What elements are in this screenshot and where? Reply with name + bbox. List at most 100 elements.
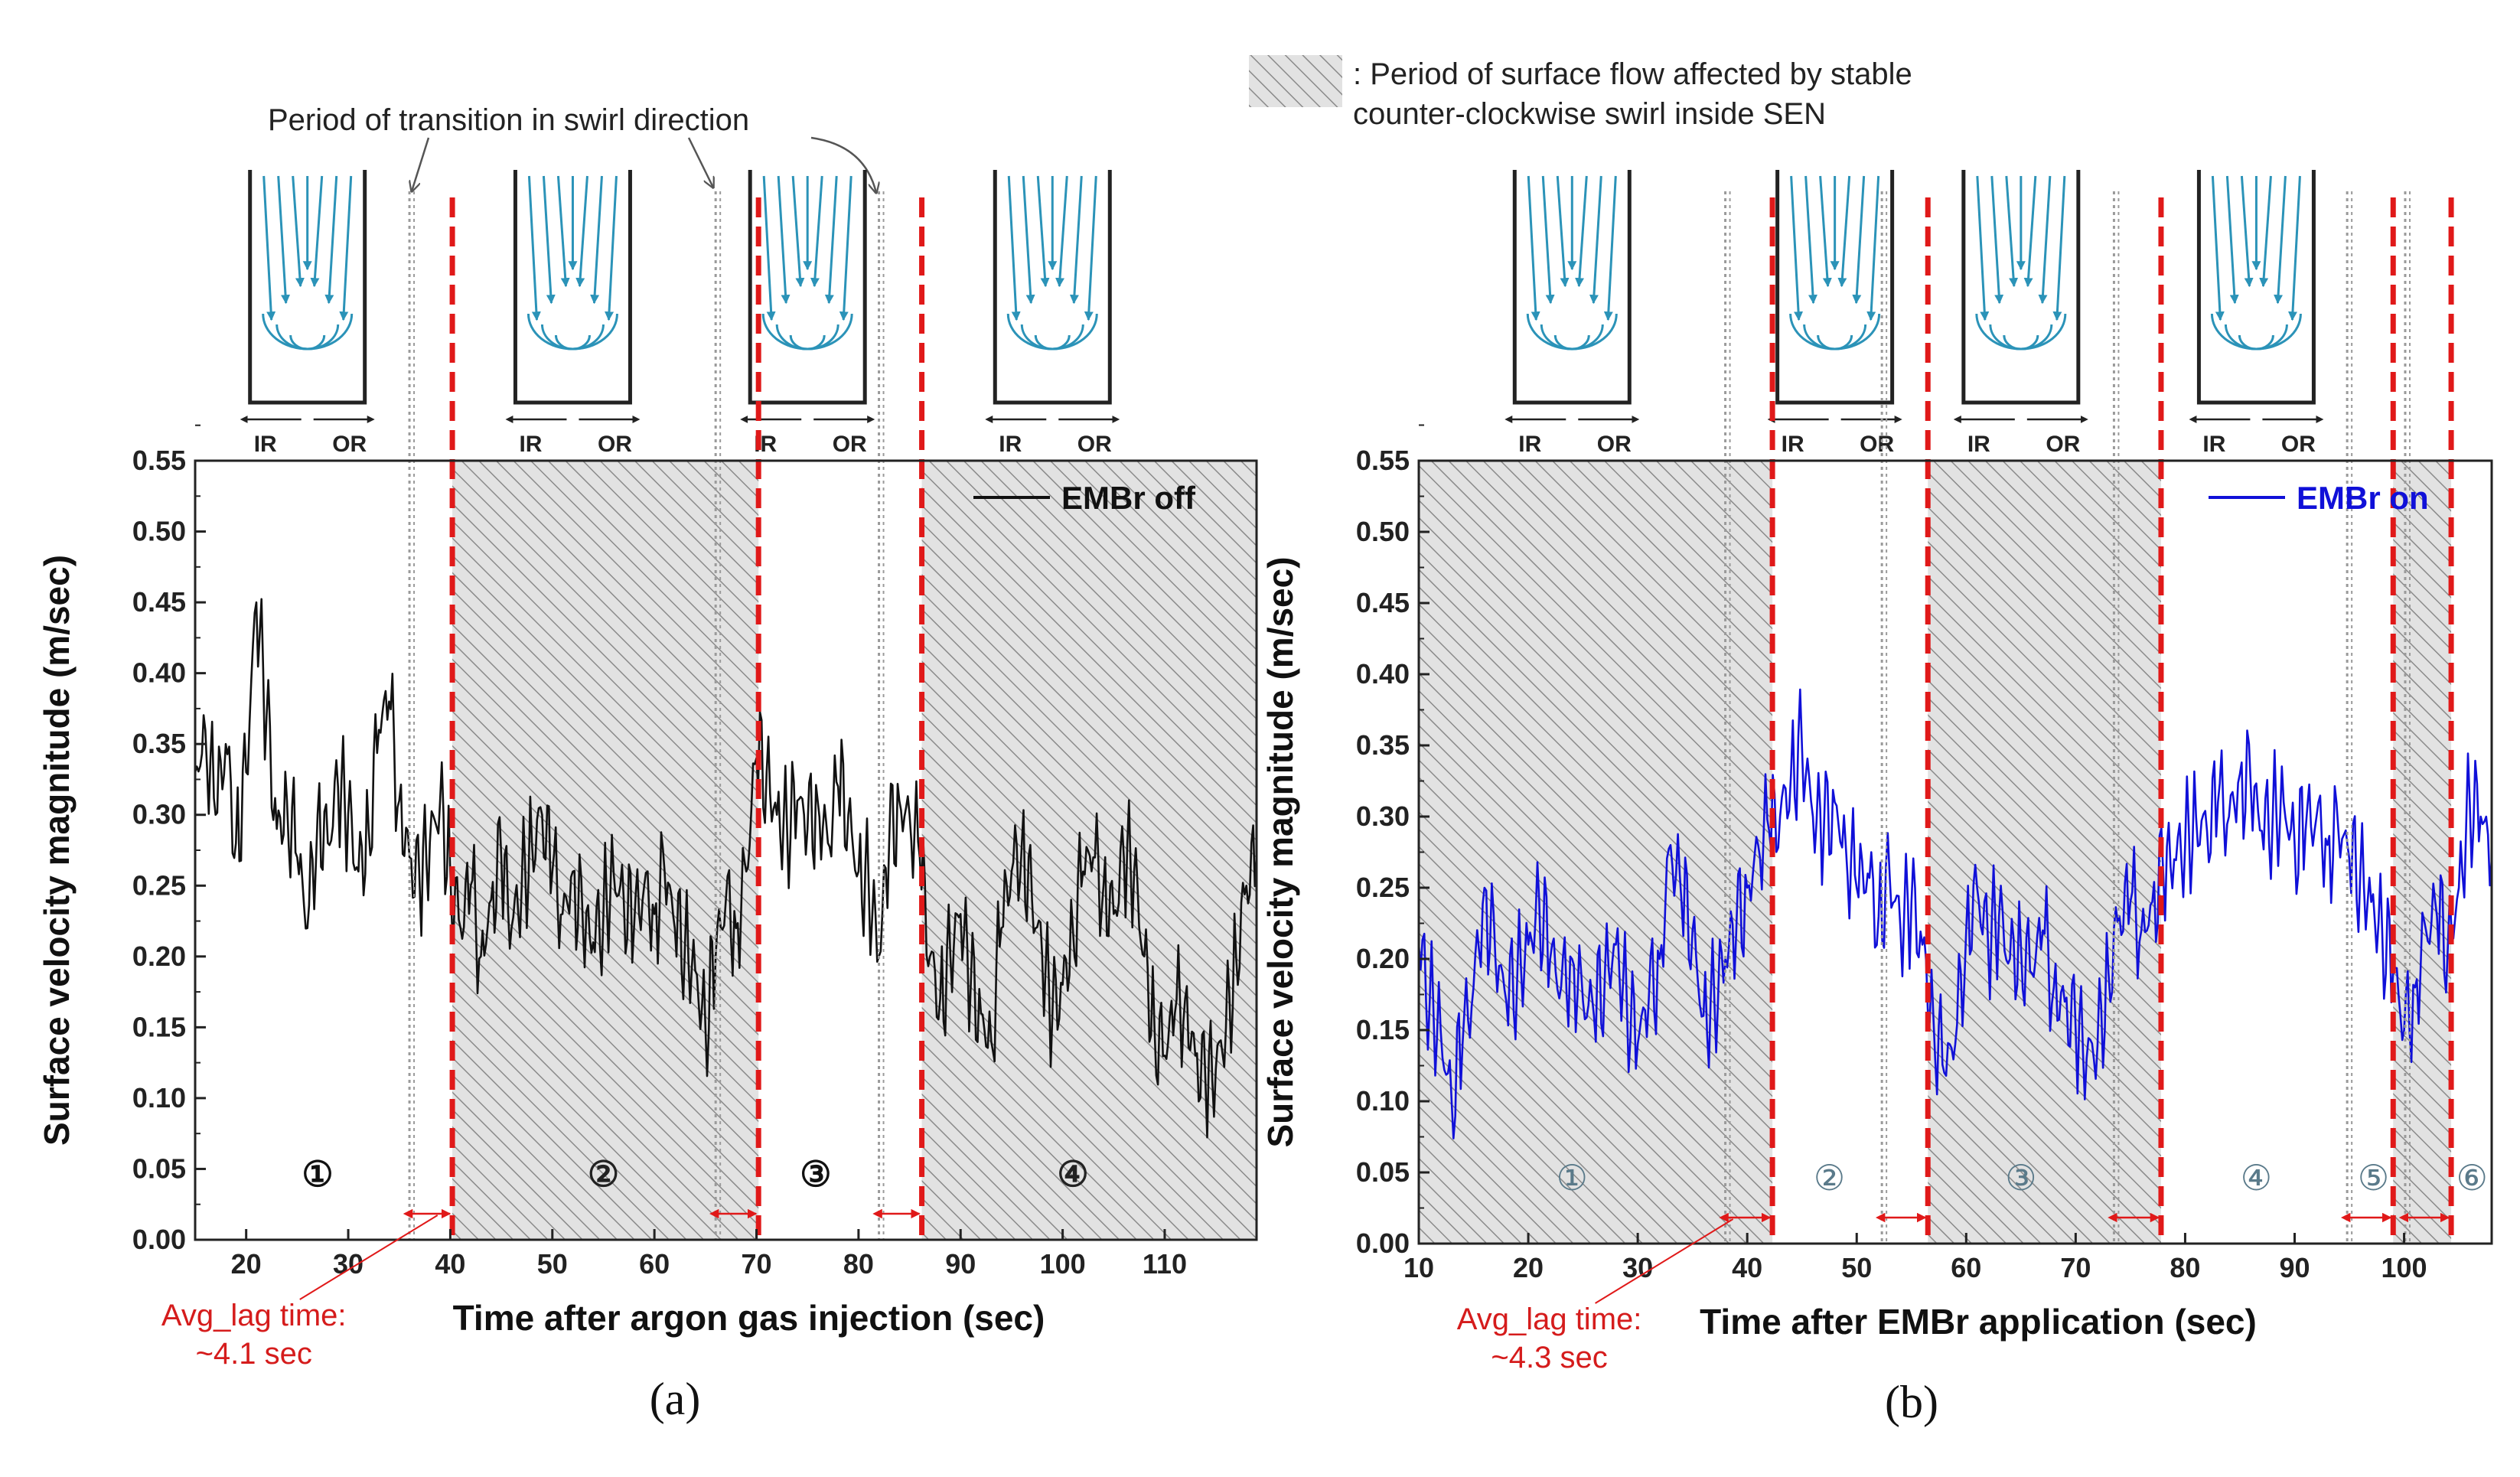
x-tick-label-a: 70 [741,1248,771,1280]
flow-line [605,175,618,321]
swirl-arc [2210,313,2302,351]
swirl-arc [262,313,354,351]
panel-label-a: (a) [650,1374,701,1424]
flow-line [527,175,541,321]
sen-wall [513,170,632,405]
sen-wall [748,170,867,405]
schematics-b: IR OR IR OR IR OR IR OR [1505,170,2324,457]
flow-line [1603,175,1617,321]
y-tick-label-a: 0.15 [132,1011,186,1042]
y-tick-label-b: 0.45 [1356,587,1410,618]
flow-line [1819,175,1832,288]
y-tick-label-b: 0.15 [1356,1014,1410,1045]
lag-note-line2-a: ~4.1 sec [196,1337,312,1371]
or-label: OR [1077,432,1112,457]
swirl-arc [761,313,853,351]
transition-pointer-3 [810,136,876,193]
lag-note-line1-b: Avg_lag time: [1457,1303,1642,1336]
flow-line [777,175,791,305]
y-tick-label-b: 0.25 [1356,872,1410,903]
chart-panel-b: IR OR IR OR IR OR IR OR ① ② ③ ④ ⑤ ⑥ 0.00 0.05 0.10 0.15… [1260,170,2493,1427]
flow-line [2038,175,2052,305]
y-tick-label-a: 0.40 [132,657,186,689]
sen-schematic-a-2: IR OR [505,170,641,457]
flow-line [839,175,852,321]
flow-line [762,175,776,321]
hatched-region-b [2393,461,2452,1244]
x-tick-label-a: 40 [435,1248,465,1280]
flow-line [590,175,603,305]
flow-line [1527,175,1540,321]
hatch-legend-swatch [1249,55,1342,107]
y-tick-label-b: 0.05 [1356,1156,1410,1188]
x-tick-label-b: 50 [1841,1252,1872,1283]
flow-line [556,175,570,288]
ir-label: IR [1518,432,1541,457]
sen-wall [993,170,1112,405]
hatch-legend: : Period of surface flow affected by sta… [1249,55,1912,131]
ticks-a: 0.00 0.05 0.10 0.15 0.20 0.25 0.30 0.35 0.40 0.45… [132,424,1187,1280]
segment-label-a: ② [588,1154,619,1194]
or-label: OR [598,432,632,457]
legend-b: EMBr on [2209,480,2429,516]
x-tick-label-a: 90 [945,1248,976,1280]
segment-label-b: ③ [2005,1158,2036,1198]
sen-schematic-a-3: IR OR [740,170,875,457]
flow-line [292,175,305,288]
sen-wall [1961,170,2081,405]
y-tick-label-a: 0.50 [132,516,186,547]
sen-wall [1775,170,1895,405]
flow-line [1575,175,1588,288]
segment-label-b: ⑤ [2358,1158,2389,1198]
or-label: OR [833,432,867,457]
y-tick-label-a: 0.35 [132,728,186,759]
swirl-arc [1789,313,1881,351]
y-tick-label-b: 0.55 [1356,445,1410,476]
marker-lines-b [1719,191,2454,1244]
ir-label: IR [1967,432,1990,457]
flow-line [1790,175,1804,321]
ticks-b: 0.00 0.05 0.10 0.15 0.20 0.25 0.30 0.35 0.40 0.45… [1356,424,2427,1283]
sen-schematic-b-3: IR OR [1953,170,2088,457]
flow-line [2240,175,2254,288]
y-tick-label-a: 0.30 [132,799,186,830]
flow-line [1837,175,1851,288]
or-label: OR [2281,432,2316,457]
flow-line [1541,175,1555,305]
flow-line [1976,175,1990,321]
flow-line [1990,175,2004,305]
swirl-arc [1006,313,1098,351]
segment-label-a: ③ [800,1154,831,1194]
flow-line [1866,175,1880,321]
x-tick-label-b: 20 [1513,1252,1544,1283]
hatch-regions-b [1419,461,2452,1244]
x-tick-label-b: 10 [1403,1252,1434,1283]
sen-wall [2196,170,2316,405]
x-axis-label-a: Time after argon gas injection (sec) [453,1298,1045,1338]
x-tick-label-b: 30 [1622,1252,1653,1283]
x-tick-label-a: 110 [1143,1248,1187,1280]
x-tick-label-b: 70 [2060,1252,2091,1283]
or-label: OR [2046,432,2080,457]
sen-schematic-a-1: IR OR [240,170,375,457]
x-tick-label-b: 40 [1732,1252,1762,1283]
segment-labels-a: ① ② ③ ④ [302,1154,1088,1194]
ir-label: IR [1782,432,1804,457]
flow-line [2259,175,2272,288]
flow-line [277,175,291,305]
y-tick-label-a: 0.20 [132,941,186,972]
flow-line [1069,175,1083,305]
y-axis-label-b: Surface velocity magnitude (m/sec) [1260,556,1300,1147]
series-line-b [1417,688,2493,1140]
y-tick-label-b: 0.30 [1356,800,1410,832]
flow-line [824,175,838,305]
legend-label-a: EMBr off [1061,480,1196,516]
y-tick-label-b: 0.35 [1356,729,1410,761]
legend-a: EMBr off [973,480,1196,516]
segment-label-b: ① [1557,1158,1588,1198]
segment-label-a: ④ [1057,1154,1088,1194]
series-b [1417,688,2493,1140]
sen-schematic-a-4: IR OR [985,170,1120,457]
transition-label: Period of transition in swirl direction [268,103,749,137]
